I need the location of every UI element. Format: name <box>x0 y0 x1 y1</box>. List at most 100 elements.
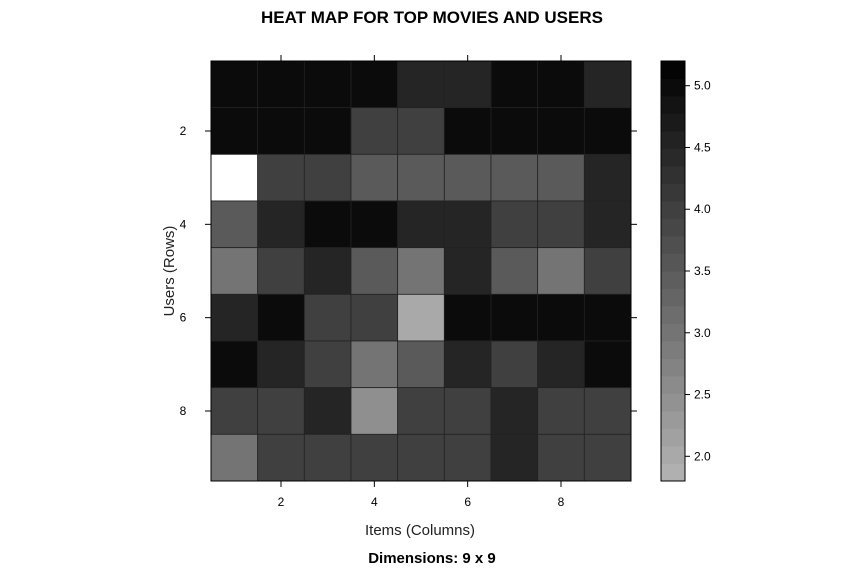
heatmap-cell <box>210 293 259 342</box>
heatmap-cell <box>257 153 305 202</box>
colorbar-segment <box>661 411 685 429</box>
heatmap-cell <box>583 107 632 155</box>
colorbar: 2.0 2.5 3.0 3.5 4.0 4.5 5.0 <box>660 60 711 482</box>
colorbar-segment <box>661 96 685 114</box>
y-tick-label: 8 <box>180 404 187 418</box>
colorbar-segment <box>661 253 685 272</box>
heatmap-cell <box>443 107 492 155</box>
y-axis-title: Users (Rows) <box>161 226 178 317</box>
heatmap-cell <box>257 340 305 389</box>
y-axis-ticks: 2 4 6 8 <box>180 124 637 418</box>
heatmap-cell <box>350 153 399 202</box>
heatmap-cell <box>303 200 352 249</box>
colorbar-segment <box>661 218 685 237</box>
heatmap-cell <box>350 433 399 482</box>
y-tick-label: 6 <box>180 311 187 325</box>
heatmap-cell <box>257 200 305 249</box>
plot-frame <box>210 60 632 482</box>
chart-subtitle: Dimensions: 9 x 9 <box>368 550 496 567</box>
colorbar-segment <box>661 131 685 149</box>
colorbar-segment <box>661 113 685 132</box>
heatmap-cell <box>350 200 399 249</box>
heatmap-cell <box>210 200 259 249</box>
heatmap-cell <box>303 153 352 202</box>
heatmap-cell <box>537 387 585 435</box>
heatmap-cell <box>257 107 305 155</box>
heatmap-cell <box>443 293 492 342</box>
heatmap-cell <box>303 340 352 389</box>
colorbar-segment <box>661 236 685 254</box>
heatmap-cell <box>350 293 399 342</box>
heatmap-cell <box>583 340 632 389</box>
heatmap-cell <box>397 247 445 295</box>
colorbar-segment <box>661 446 685 464</box>
heatmap-cell <box>443 60 492 109</box>
colorbar-tick-label: 4.0 <box>694 202 711 216</box>
colorbar-segment <box>661 306 685 324</box>
y-tick-label: 4 <box>180 217 187 231</box>
colorbar-segment <box>661 78 685 97</box>
colorbar-segment <box>661 428 685 447</box>
colorbar-tick-label: 4.5 <box>694 140 711 154</box>
heatmap-cell <box>397 387 445 435</box>
heatmap-cell <box>537 433 585 482</box>
heatmap-cell <box>257 293 305 342</box>
heatmap-cell <box>583 387 632 435</box>
heatmap-cell <box>443 247 492 295</box>
heatmap-cell <box>537 60 585 109</box>
heatmap-cell <box>397 107 445 155</box>
heatmap-cell <box>397 433 445 482</box>
heatmap-cell <box>257 433 305 482</box>
heatmap-cell <box>257 247 305 295</box>
colorbar-tick-label: 5.0 <box>694 79 711 93</box>
heatmap-cell <box>490 247 539 295</box>
colorbar-segment <box>661 376 685 394</box>
heatmap-cell <box>397 60 445 109</box>
x-axis-ticks: 2 4 6 8 <box>278 55 565 509</box>
heatmap-cell <box>303 60 352 109</box>
heatmap-cell <box>303 247 352 295</box>
colorbar-segment <box>661 323 685 342</box>
chart-title: HEAT MAP FOR TOP MOVIES AND USERS <box>261 8 603 27</box>
colorbar-segment <box>661 463 685 482</box>
x-tick-label: 2 <box>278 495 285 509</box>
heatmap-cell <box>303 433 352 482</box>
heatmap-cell <box>397 200 445 249</box>
colorbar-tick-label: 2.5 <box>694 388 711 402</box>
y-tick-label: 2 <box>180 124 187 138</box>
heatmap-cell <box>537 200 585 249</box>
heatmap-cell <box>303 293 352 342</box>
heatmap-cell <box>303 107 352 155</box>
heatmap-cell <box>583 200 632 249</box>
colorbar-segment <box>661 288 685 307</box>
heatmap-cell <box>210 247 259 295</box>
heatmap-cell <box>583 433 632 482</box>
heatmap-cell <box>443 340 492 389</box>
heatmap-cell <box>490 107 539 155</box>
heatmap-cell <box>583 153 632 202</box>
heatmap-cell <box>490 433 539 482</box>
heatmap-cell <box>210 433 259 482</box>
heatmap-cell <box>257 60 305 109</box>
heatmap-cell <box>490 387 539 435</box>
heatmap-cell <box>443 200 492 249</box>
colorbar-segment <box>661 148 685 167</box>
heatmap-cell <box>397 153 445 202</box>
colorbar-segment <box>661 341 685 359</box>
heatmap-cell <box>537 293 585 342</box>
heatmap-cell <box>490 153 539 202</box>
heatmap-cell <box>490 293 539 342</box>
heatmap-cell <box>397 340 445 389</box>
colorbar-segment <box>661 61 685 79</box>
heatmap-cell <box>350 247 399 295</box>
colorbar-segment <box>661 271 685 289</box>
colorbar-segment <box>661 183 685 202</box>
heatmap-cell <box>537 153 585 202</box>
heatmap-cell <box>350 340 399 389</box>
heatmap-cell <box>210 387 259 435</box>
colorbar-tick-label: 3.0 <box>694 326 711 340</box>
heatmap-cell <box>350 60 399 109</box>
heatmap-cell <box>537 247 585 295</box>
heatmap-cell <box>583 60 632 109</box>
colorbar-segment <box>661 393 685 412</box>
